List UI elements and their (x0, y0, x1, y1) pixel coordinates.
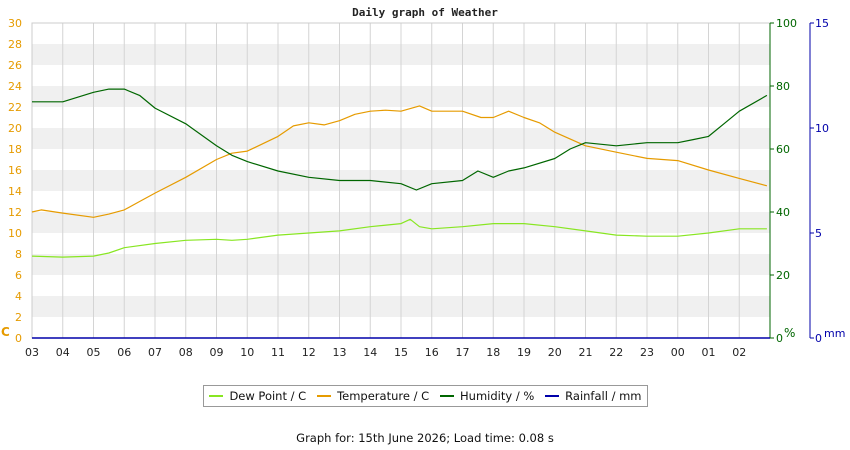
y-right2-axis-label: mm (824, 327, 845, 340)
x-tick-label: 00 (671, 346, 685, 359)
x-tick-label: 17 (456, 346, 470, 359)
y-left-axis-label: C (1, 325, 10, 339)
y-right2-tick-label: 0 (815, 332, 822, 345)
x-tick-label: 06 (117, 346, 131, 359)
y-right1-tick-label: 20 (776, 269, 790, 282)
legend-item: Temperature / C (317, 389, 429, 403)
y-left-tick-label: 14 (8, 185, 22, 198)
y-right1-tick-label: 100 (776, 17, 797, 30)
x-tick-label: 01 (702, 346, 716, 359)
y-left-tick-label: 16 (8, 164, 22, 177)
chart-legend: Dew Point / C Temperature / C Humidity / %… (203, 385, 648, 407)
series-line-temperature (31, 105, 768, 218)
y-left-tick-label: 26 (8, 59, 22, 72)
y-left-tick-label: 30 (8, 17, 22, 30)
y-left-tick-label: 28 (8, 38, 22, 51)
x-tick-label: 12 (302, 346, 316, 359)
y-left-tick-label: 18 (8, 143, 22, 156)
x-tick-label: 20 (548, 346, 562, 359)
y-right1-tick-label: 40 (776, 206, 790, 219)
legend-label: Rainfall / mm (565, 389, 642, 403)
x-tick-label: 19 (517, 346, 531, 359)
y-left-tick-label: 20 (8, 122, 22, 135)
y-right1-tick-label: 0 (776, 332, 783, 345)
y-left-tick-label: 22 (8, 101, 22, 114)
legend-swatch (545, 395, 560, 397)
legend-item: Dew Point / C (209, 389, 306, 403)
x-tick-label: 04 (56, 346, 70, 359)
x-tick-label: 23 (640, 346, 654, 359)
x-tick-label: 13 (333, 346, 347, 359)
y-right1-tick-label: 80 (776, 80, 790, 93)
y-right1-tick-label: 60 (776, 143, 790, 156)
x-tick-label: 21 (579, 346, 593, 359)
series-line-humidity (32, 88, 768, 191)
x-tick-label: 22 (609, 346, 623, 359)
x-tick-label: 11 (271, 346, 285, 359)
y-left-tick-label: 4 (15, 290, 22, 303)
y-right2-tick-label: 5 (815, 227, 822, 240)
legend-label: Dew Point / C (229, 389, 307, 403)
y-left-tick-label: 10 (8, 227, 22, 240)
legend-swatch (209, 395, 224, 397)
x-tick-label: 18 (486, 346, 500, 359)
legend-label: Humidity / % (460, 389, 535, 403)
x-tick-label: 05 (87, 346, 101, 359)
x-tick-label: 10 (240, 346, 254, 359)
y-right1-axis-label: % (784, 326, 795, 340)
legend-swatch (317, 395, 332, 397)
series-line-dew (31, 218, 767, 258)
legend-label: Temperature / C (337, 389, 430, 403)
x-tick-label: 08 (179, 346, 193, 359)
x-tick-label: 03 (25, 346, 39, 359)
y-right2-tick-label: 10 (815, 122, 829, 135)
legend-swatch (440, 395, 455, 397)
y-left-tick-label: 0 (15, 332, 22, 345)
x-tick-label: 15 (394, 346, 408, 359)
y-right2-tick-label: 15 (815, 17, 829, 30)
legend-item: Rainfall / mm (545, 389, 642, 403)
chart-title: Daily graph of Weather (352, 6, 498, 19)
y-left-tick-label: 8 (15, 248, 22, 261)
x-tick-label: 14 (363, 346, 377, 359)
x-tick-label: 07 (148, 346, 162, 359)
x-tick-label: 02 (732, 346, 746, 359)
y-left-tick-label: 6 (15, 269, 22, 282)
legend-item: Humidity / % (440, 389, 534, 403)
y-left-tick-label: 12 (8, 206, 22, 219)
y-left-tick-label: 2 (15, 311, 22, 324)
x-tick-label: 09 (210, 346, 224, 359)
x-tick-label: 16 (425, 346, 439, 359)
graph-footer: Graph for: 15th June 2026; Load time: 0.… (296, 431, 554, 445)
y-left-tick-label: 24 (8, 80, 22, 93)
